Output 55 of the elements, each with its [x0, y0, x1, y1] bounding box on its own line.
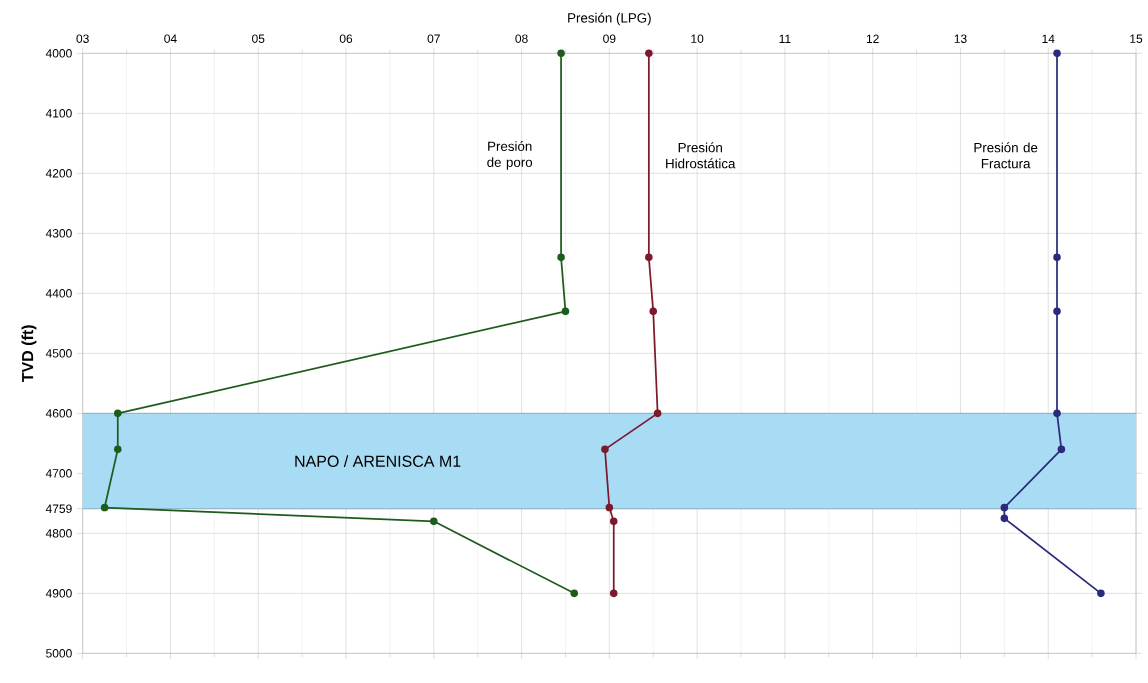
- point: [429, 517, 438, 526]
- x-tick-label: 11: [779, 34, 791, 44]
- y-tick-label: 5000: [46, 649, 72, 658]
- y-tick-label: 4700: [45, 469, 72, 478]
- point: [113, 409, 122, 418]
- point: [645, 253, 653, 262]
- x-tick-label: 13: [954, 34, 967, 44]
- y-tick-label: 4400: [45, 289, 72, 298]
- point: [100, 503, 109, 512]
- x-tick-label: 15: [1130, 34, 1143, 44]
- y-tick-label: 4600: [45, 409, 72, 418]
- series-label: Presión Hidrostática: [666, 142, 736, 169]
- point: [1053, 253, 1061, 262]
- y-tick-label: 4000: [45, 49, 72, 58]
- x-tick-label: 10: [691, 34, 704, 44]
- y-tick-label: 4500: [45, 349, 72, 358]
- x-tick-label: 14: [1042, 34, 1055, 44]
- point: [557, 253, 565, 262]
- point: [1097, 589, 1105, 598]
- x-tick-label: 04: [164, 34, 177, 44]
- point: [601, 445, 609, 454]
- x-tick-label: 12: [866, 34, 879, 44]
- x-tick-label: 07: [427, 34, 440, 44]
- x-tick-label: 08: [515, 34, 528, 44]
- point: [1053, 307, 1061, 316]
- point: [605, 503, 614, 512]
- point: [1057, 445, 1066, 454]
- point: [113, 445, 122, 454]
- point: [649, 307, 658, 316]
- y-tick-label: 4200: [45, 169, 72, 178]
- x-tick-label: 03: [76, 34, 89, 44]
- point: [1053, 409, 1061, 418]
- text: Presión de poro: [487, 141, 533, 170]
- x-tick-label: 06: [339, 34, 353, 44]
- y-axis-title: TVD (ft): [21, 325, 37, 383]
- x-axis-title: Presión (LPG): [568, 12, 651, 26]
- point: [1000, 503, 1009, 512]
- point: [645, 49, 653, 58]
- point: [561, 307, 570, 316]
- y-tick-label: 4759: [45, 504, 72, 514]
- band-label: NAPO / ARENISCA M1: [295, 455, 461, 468]
- point: [570, 589, 579, 598]
- point: [609, 517, 618, 526]
- y-tick-label: 4900: [45, 589, 72, 598]
- point: [1053, 49, 1061, 58]
- x-tick-label: 05: [252, 34, 265, 44]
- point: [1000, 514, 1009, 523]
- point: [653, 409, 662, 418]
- point: [557, 49, 565, 58]
- y-tick-label: 4100: [45, 109, 72, 118]
- series-label: Presión de Fractura: [974, 142, 1038, 169]
- point: [609, 589, 618, 598]
- x-tick-label: 09: [603, 34, 616, 44]
- y-tick-label: 4300: [45, 229, 72, 238]
- y-tick-label: 4800: [45, 529, 72, 538]
